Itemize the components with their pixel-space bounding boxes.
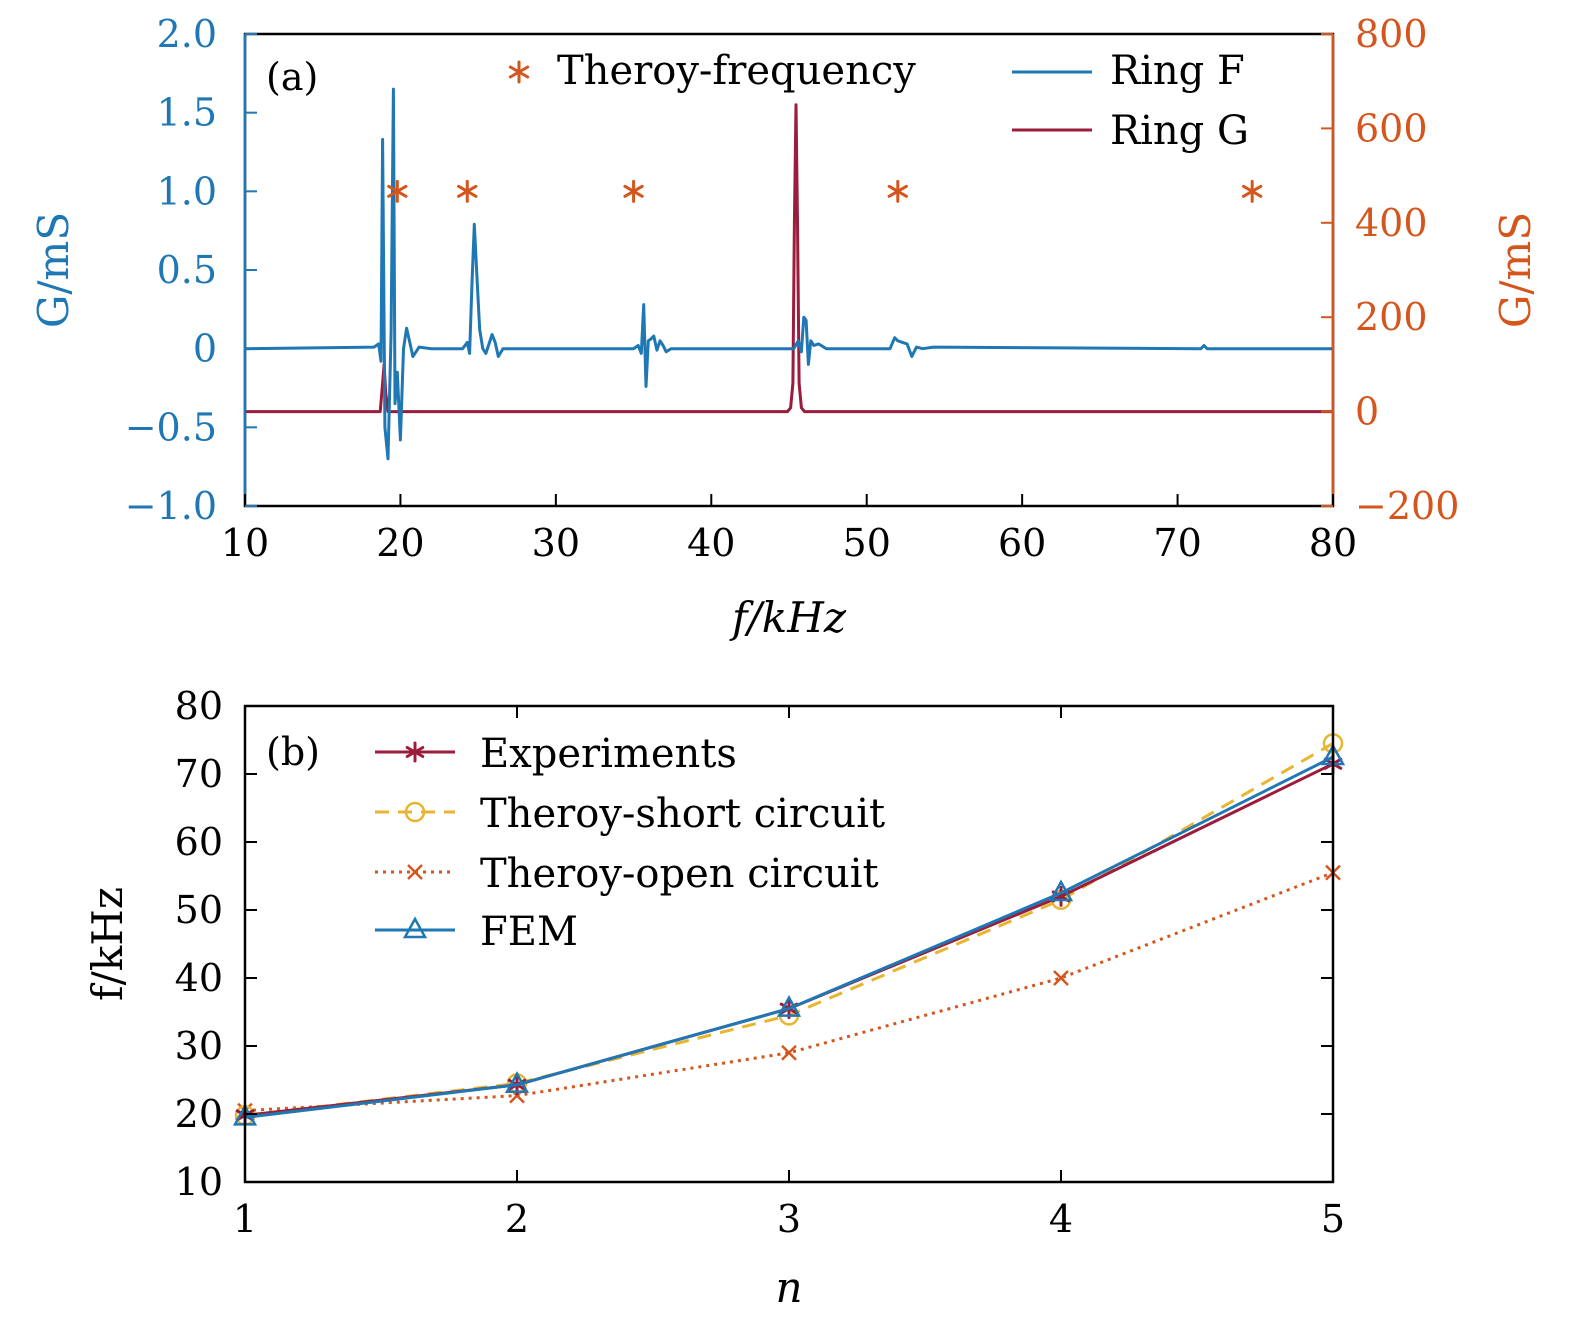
legend-label-theroy-frequency: Theroy-frequency — [557, 48, 916, 94]
legend-label-fem: FEM — [480, 909, 578, 955]
left-y-tick-label: −1.0 — [125, 484, 217, 528]
x-tick-label: 50 — [843, 521, 891, 565]
legend-label-ring-g: Ring G — [1110, 108, 1249, 154]
panel-a-right-y-axis-title: G/mS — [1491, 212, 1540, 328]
legend-marker-symbol — [405, 741, 425, 763]
legend-marker-theroy-frequency — [508, 60, 530, 84]
legend-label-theroy-open-circuit: Theroy-open circuit — [480, 851, 879, 897]
panel-b-x-axis-title: n — [775, 1263, 802, 1312]
legend-label-experiments: Experiments — [480, 731, 737, 777]
series-ring-f-line — [244, 87, 1333, 461]
y-tick-label: 70 — [175, 752, 223, 796]
x-tick-label: 40 — [687, 521, 735, 565]
legend-marker-theroy-open-circuit — [375, 864, 455, 880]
panel-a-plot-area — [244, 87, 1333, 461]
y-tick-label: 40 — [175, 956, 223, 1000]
fem-point — [1048, 879, 1074, 902]
x-tick-label: 20 — [376, 521, 424, 565]
right-y-tick-label: 400 — [1355, 201, 1428, 245]
right-y-tick-label: 800 — [1355, 12, 1428, 56]
legend-marker-symbol — [402, 916, 428, 939]
legend-marker-experiments — [375, 741, 455, 763]
theroy-frequency-point — [623, 179, 644, 203]
panel-b: 1 2 3 4 5 80 70 60 50 40 30 20 10 (b) n f/kHz Experi… — [83, 684, 1346, 1312]
panel-b-ticks: 1 2 3 4 5 80 70 60 50 40 30 20 10 — [175, 684, 1345, 1241]
left-y-tick-label: 2.0 — [157, 12, 217, 56]
x-tick-label: 80 — [1309, 521, 1357, 565]
panel-a-label: (a) — [266, 55, 318, 99]
panel-b-plot-area — [232, 733, 1346, 1126]
right-y-tick-label: 200 — [1355, 295, 1428, 339]
legend-marker-symbol — [404, 801, 426, 823]
left-y-tick-label: 0.5 — [157, 248, 217, 292]
left-y-tick-label: 0 — [193, 327, 217, 371]
x-tick-label: 5 — [1321, 1197, 1345, 1241]
y-tick-label: 20 — [175, 1092, 223, 1136]
legend-marker-theroy-short-circuit — [375, 801, 455, 823]
x-tick-label: 1 — [233, 1197, 257, 1241]
panel-a-legend: Theroy-frequency Ring F Ring G — [508, 48, 1249, 154]
left-y-tick-label: −0.5 — [125, 405, 217, 449]
x-tick-label: 30 — [532, 521, 580, 565]
panel-a-ticks: 10 20 30 40 50 60 70 80 2.0 1.5 1.0 0.5 0 −0.5 −1.0 800… — [125, 12, 1460, 565]
left-y-tick-label: 1.5 — [157, 91, 217, 135]
theroy-frequency-legend-star — [508, 60, 530, 84]
theroy-frequency-point — [887, 179, 908, 203]
panel-b-y-axis-title: f/kHz — [83, 887, 132, 1001]
theroy-open-circuit-point — [1053, 970, 1069, 986]
legend-label-theroy-short-circuit: Theroy-short circuit — [480, 791, 885, 837]
series-theroy-open-circuit-line — [244, 871, 1334, 1113]
y-tick-label: 10 — [175, 1160, 223, 1204]
panel-b-legend: Experiments Theroy-short circuit Theroy-… — [375, 731, 885, 955]
panel-a-left-y-axis-title: G/mS — [29, 212, 78, 328]
x-tick-label: 4 — [1049, 1197, 1073, 1241]
y-tick-label: 60 — [175, 820, 223, 864]
theroy-frequency-point — [387, 179, 408, 203]
x-tick-label: 60 — [998, 521, 1046, 565]
y-tick-label: 50 — [175, 888, 223, 932]
panel-a-x-axis-title: f/kHz — [729, 593, 847, 642]
panel-b-frame — [243, 704, 1335, 1184]
panel-a: 10 20 30 40 50 60 70 80 2.0 1.5 1.0 0.5 0 −0.5 −1.0 800… — [29, 12, 1540, 642]
right-y-tick-label: 600 — [1355, 106, 1428, 150]
legend-marker-fem — [375, 916, 455, 939]
x-tick-label: 70 — [1153, 521, 1201, 565]
fem-point — [776, 995, 802, 1017]
theroy-open-circuit-point — [781, 1044, 797, 1061]
x-tick-label: 2 — [505, 1197, 529, 1241]
y-tick-label: 30 — [175, 1024, 223, 1068]
right-y-tick-label: −200 — [1355, 484, 1459, 528]
y-tick-label: 80 — [175, 684, 223, 728]
panel-a-frame — [243, 32, 1335, 508]
panel-b-label: (b) — [266, 730, 320, 774]
right-y-tick-label: 0 — [1355, 390, 1379, 434]
left-y-tick-label: 1.0 — [157, 169, 217, 213]
series-fem-line — [244, 755, 1334, 1119]
legend-marker-symbol — [407, 864, 423, 880]
legend-label-ring-f: Ring F — [1110, 48, 1245, 94]
x-tick-label: 3 — [777, 1197, 801, 1241]
theroy-frequency-point — [457, 179, 478, 203]
x-tick-label: 10 — [221, 521, 269, 565]
theroy-frequency-point — [1242, 179, 1263, 203]
fem-point — [504, 1071, 530, 1094]
